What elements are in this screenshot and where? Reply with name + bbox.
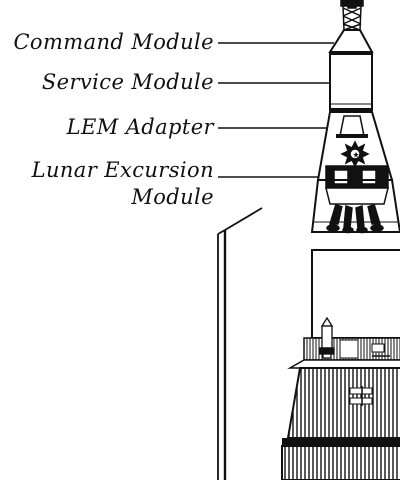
command-module-shape [328,29,374,53]
label-command-module: Command Module [13,30,214,54]
adapter-skirt [310,179,400,233]
lower-band [282,438,400,446]
retro-rocket [319,316,335,359]
service-module-shape [329,53,373,111]
leader-lines [218,42,334,178]
second-stage [286,367,400,439]
escape-tower [340,0,364,31]
stage-flare [287,359,400,369]
label-lunar-excursion-line2: Module [131,185,214,209]
first-stage [281,445,400,480]
umbilical-tower [217,207,263,480]
label-lunar-excursion-line1: Lunar Excursion [31,158,214,182]
label-service-module: Service Module [41,70,214,94]
label-lem-adapter: LEM Adapter [66,115,214,139]
